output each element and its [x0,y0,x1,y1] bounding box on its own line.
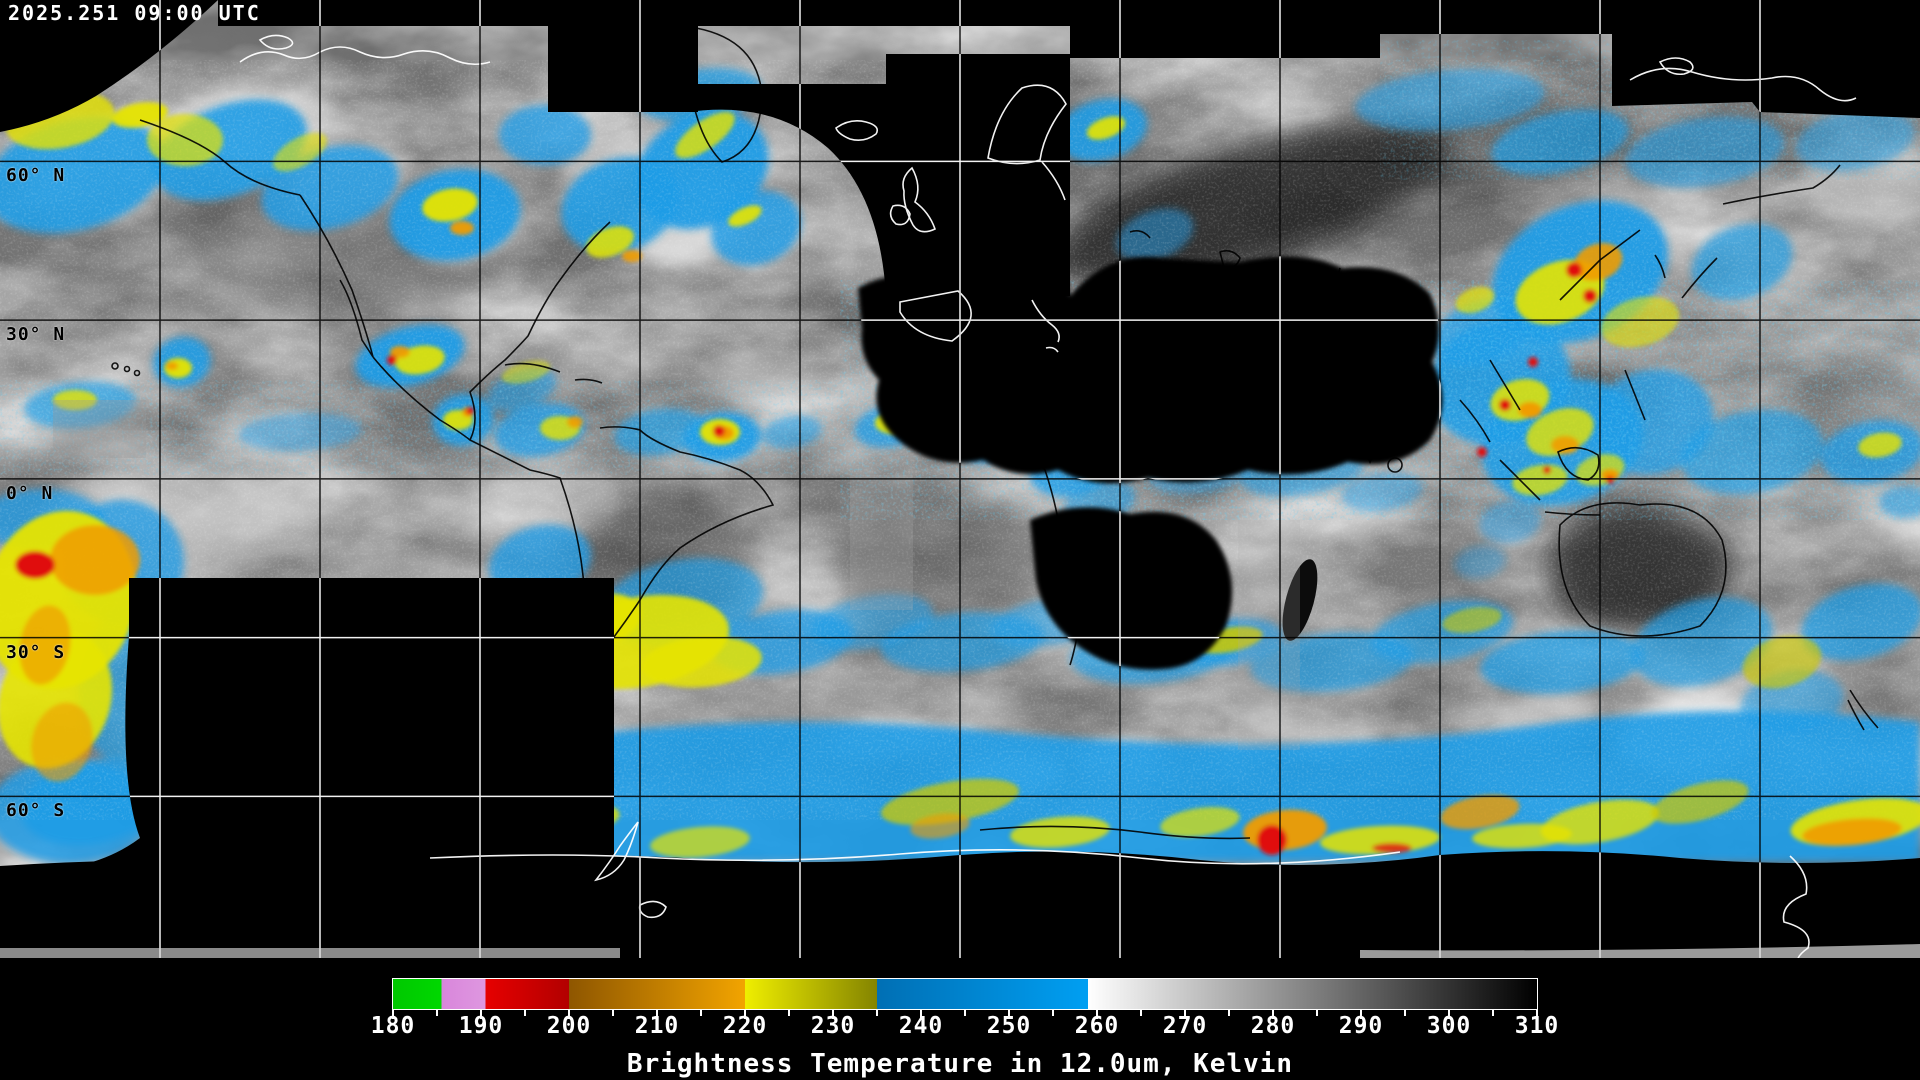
colorbar-tick-label: 240 [898,1013,944,1039]
colorbar-major-tick [1096,1010,1098,1019]
colorbar-minor-tick [436,1010,438,1016]
colorbar-tick-label: 220 [722,1013,768,1039]
latitude-label: 30° S [6,641,66,663]
colorbar-major-tick [744,1010,746,1019]
colorbar-minor-tick [700,1010,702,1016]
coastline-layer [111,27,1879,958]
cold-cloud-core-layer [0,90,1920,858]
satellite-imagery [0,0,1920,958]
colorbar-tick-label: 190 [458,1013,504,1039]
colorbar-tick-label: 250 [986,1013,1032,1039]
colorbar-minor-tick [612,1010,614,1016]
colorbar-gradient [393,979,1537,1009]
colorbar [392,978,1538,1010]
colorbar-tick-label: 210 [634,1013,680,1039]
no-data-and-hot-surface-layer [0,0,1920,958]
colorbar-minor-tick [964,1010,966,1016]
latitude-label: 60° N [6,165,66,187]
colorbar-minor-tick [788,1010,790,1016]
colorbar-major-tick [1448,1010,1450,1019]
colorbar-tick-label: 280 [1250,1013,1296,1039]
colorbar-minor-tick [524,1010,526,1016]
colorbar-minor-tick [1492,1010,1494,1016]
latitude-label: 60° S [6,800,66,822]
latitude-label: 0° N [6,482,54,504]
colorbar-major-tick [568,1010,570,1019]
colorbar-tick-label: 290 [1338,1013,1384,1039]
colorbar-tick-label: 300 [1426,1013,1472,1039]
colorbar-minor-tick [1404,1010,1406,1016]
colorbar-major-tick [1272,1010,1274,1019]
colorbar-minor-tick [1228,1010,1230,1016]
colorbar-major-tick [480,1010,482,1019]
colorbar-caption: Brightness Temperature in 12.0um, Kelvin [626,1049,1294,1079]
colorbar-major-tick [392,1010,394,1019]
colorbar-tick-label: 200 [546,1013,592,1039]
latitude-label: 30° N [6,324,66,346]
colorbar-minor-tick [1140,1010,1142,1016]
colorbar-minor-tick [1052,1010,1054,1016]
colorbar-minor-tick [876,1010,878,1016]
colorbar-tick-label: 270 [1162,1013,1208,1039]
colorbar-major-tick [1536,1010,1538,1019]
colorbar-major-tick [1360,1010,1362,1019]
colorbar-major-tick [1008,1010,1010,1019]
colorbar-major-tick [656,1010,658,1019]
colorbar-major-tick [920,1010,922,1019]
colorbar-tick-label: 310 [1514,1013,1560,1039]
colorbar-tick-label: 230 [810,1013,856,1039]
colorbar-major-tick [1184,1010,1186,1019]
colorbar-major-tick [832,1010,834,1019]
colorbar-minor-tick [1316,1010,1318,1016]
colorbar-tick-label: 260 [1074,1013,1120,1039]
colorbar-tick-label: 180 [370,1013,416,1039]
global-ir-map: 2025.251 09:00 UTC 60° N 30° N 0° N 30° S 60… [0,0,1920,958]
timestamp-label: 2025.251 09:00 UTC [8,1,261,25]
